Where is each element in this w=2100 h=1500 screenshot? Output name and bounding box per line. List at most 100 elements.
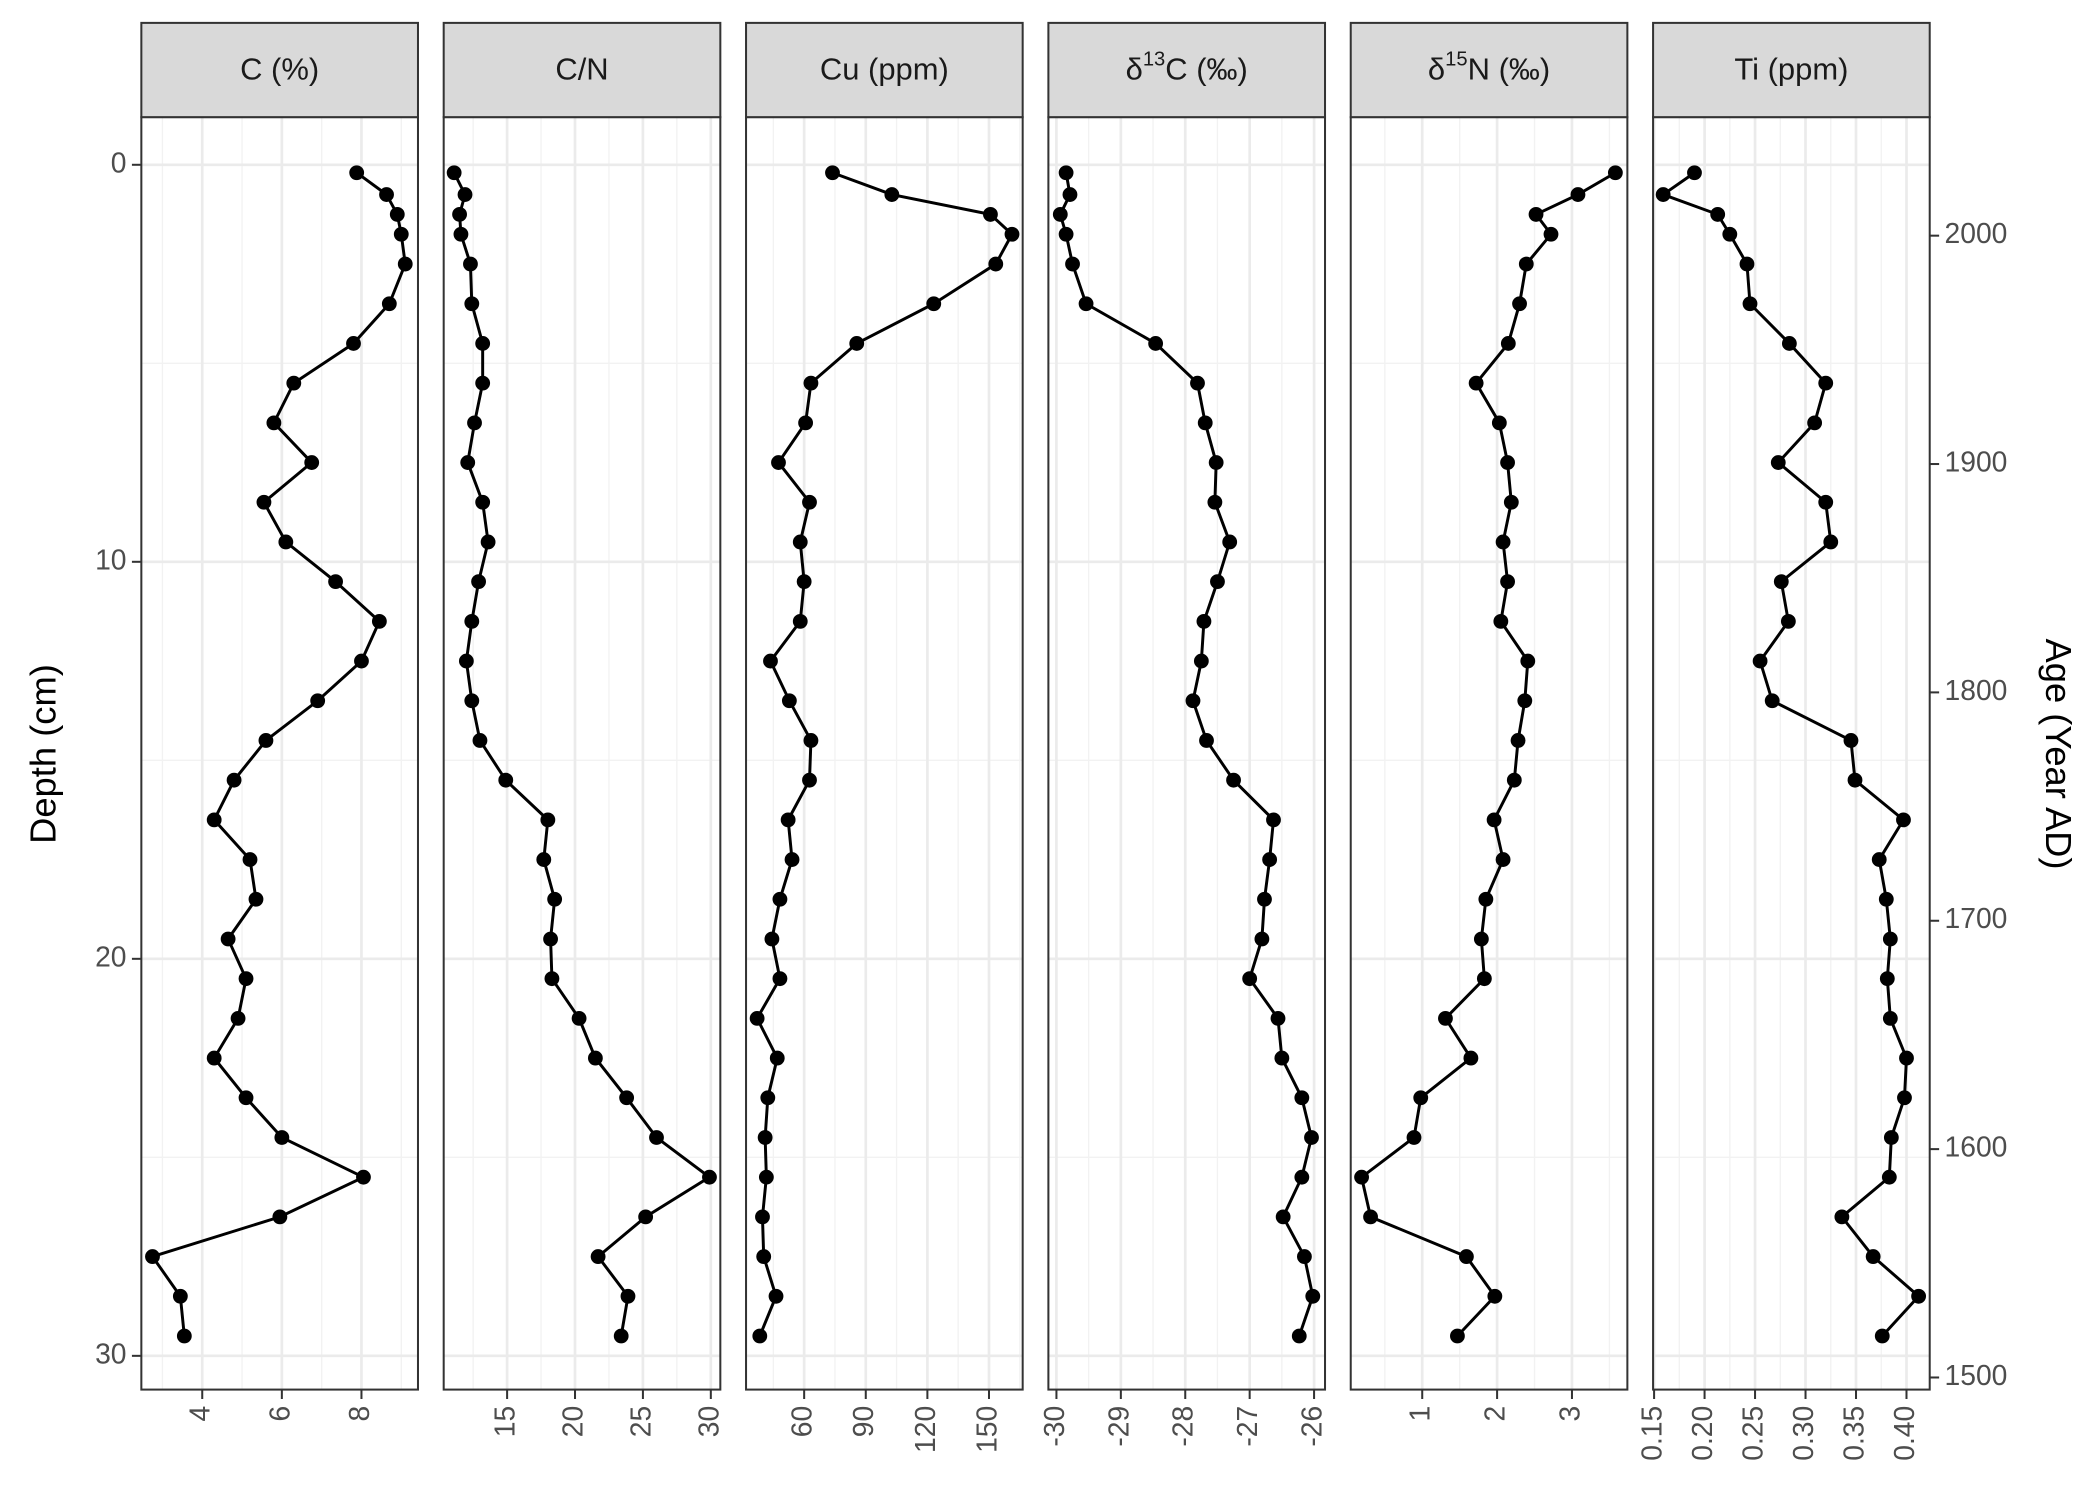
data-point — [1495, 534, 1511, 550]
data-point — [772, 971, 788, 987]
data-point — [1193, 653, 1209, 669]
strip-title: δ13C (‰) — [1126, 49, 1248, 87]
data-point — [1207, 494, 1223, 510]
data-point — [1710, 207, 1726, 222]
data-point — [1257, 891, 1272, 907]
data-point — [802, 772, 817, 788]
x-tick-label: -29 — [1102, 1406, 1134, 1447]
data-point — [1500, 336, 1516, 351]
data-point — [226, 772, 242, 788]
strip-title: Ti (ppm) — [1734, 52, 1848, 87]
data-point — [1294, 1090, 1310, 1106]
strip-title-part: δ — [1428, 52, 1445, 87]
strip-title-part: 15 — [1445, 49, 1467, 71]
data-point — [540, 812, 556, 828]
x-tick-label: 1 — [1404, 1406, 1436, 1422]
data-point — [1210, 574, 1225, 590]
data-point — [884, 187, 900, 202]
strip-title: Cu (ppm) — [820, 52, 949, 87]
data-point — [220, 931, 236, 947]
data-point — [547, 891, 563, 907]
data-point — [1847, 772, 1863, 788]
data-point — [769, 1050, 785, 1066]
panel — [141, 117, 418, 1390]
data-point — [1468, 375, 1484, 391]
y2-tick-label: 1900 — [1945, 445, 2008, 477]
strip — [442, 21, 722, 119]
data-point — [1882, 931, 1898, 947]
data-point — [475, 336, 491, 351]
data-point — [1834, 1209, 1850, 1225]
data-point — [238, 971, 254, 987]
data-point — [792, 613, 808, 629]
data-point — [1655, 187, 1671, 202]
data-point — [768, 1288, 784, 1304]
data-point — [1363, 1209, 1378, 1225]
data-point — [1503, 494, 1519, 510]
data-point — [304, 455, 320, 470]
strip-title-part: N (‰) — [1468, 52, 1551, 87]
data-point — [792, 534, 808, 550]
data-point — [1843, 733, 1859, 748]
data-point — [1413, 1090, 1429, 1106]
x-tick-label: 20 — [556, 1406, 588, 1437]
data-point — [536, 852, 552, 867]
data-point — [757, 1130, 773, 1145]
panel — [1350, 117, 1628, 1390]
data-point — [1500, 574, 1515, 590]
x-tick-label: 0.35 — [1837, 1406, 1869, 1461]
data-point — [749, 1010, 765, 1026]
data-point — [1510, 733, 1526, 748]
data-point — [796, 574, 812, 590]
y-tick-label: 20 — [95, 940, 126, 972]
y2-tick-label: 1700 — [1945, 902, 2008, 934]
panel — [443, 117, 721, 1390]
data-point — [1500, 455, 1515, 470]
y-axis-title: Depth (cm) — [22, 664, 63, 844]
data-point — [349, 165, 365, 181]
data-point — [1570, 187, 1586, 202]
data-point — [620, 1288, 636, 1304]
data-point — [230, 1010, 246, 1026]
data-point — [988, 256, 1004, 272]
data-point — [764, 931, 780, 947]
data-line — [150, 171, 407, 1337]
data-point — [256, 494, 272, 510]
data-point — [1222, 534, 1238, 550]
data-point — [1882, 1010, 1898, 1026]
data-point — [1879, 971, 1895, 987]
data-point — [1543, 226, 1559, 242]
data-point — [328, 574, 343, 590]
data-point — [464, 613, 480, 629]
data-point — [274, 1130, 290, 1145]
data-point — [1752, 653, 1768, 669]
x-tick-label: 25 — [624, 1406, 656, 1437]
data-point — [1871, 852, 1887, 867]
data-point — [1275, 1209, 1291, 1225]
data-point — [983, 207, 998, 222]
x-tick-label: 60 — [786, 1406, 818, 1437]
data-point — [1897, 1090, 1912, 1106]
data-point — [248, 891, 264, 907]
data-point — [1458, 1249, 1474, 1264]
data-point — [1476, 971, 1492, 987]
data-point — [1058, 226, 1074, 242]
data-point — [1883, 1130, 1899, 1145]
data-point — [1818, 375, 1834, 391]
data-point — [638, 1209, 654, 1225]
data-point — [452, 207, 467, 222]
strip-title: δ15N (‰) — [1428, 49, 1550, 87]
strip — [1652, 21, 1931, 119]
x-tick-label: 15 — [489, 1406, 521, 1437]
data-point — [1242, 971, 1258, 987]
data-point — [1764, 693, 1780, 709]
data-point — [346, 336, 361, 351]
data-point — [1294, 1169, 1310, 1185]
data-point — [760, 1090, 776, 1106]
panel — [746, 117, 1023, 1390]
data-point — [1493, 613, 1509, 629]
data-point — [1058, 165, 1074, 181]
data-point — [446, 165, 462, 181]
data-point — [1406, 1130, 1422, 1145]
